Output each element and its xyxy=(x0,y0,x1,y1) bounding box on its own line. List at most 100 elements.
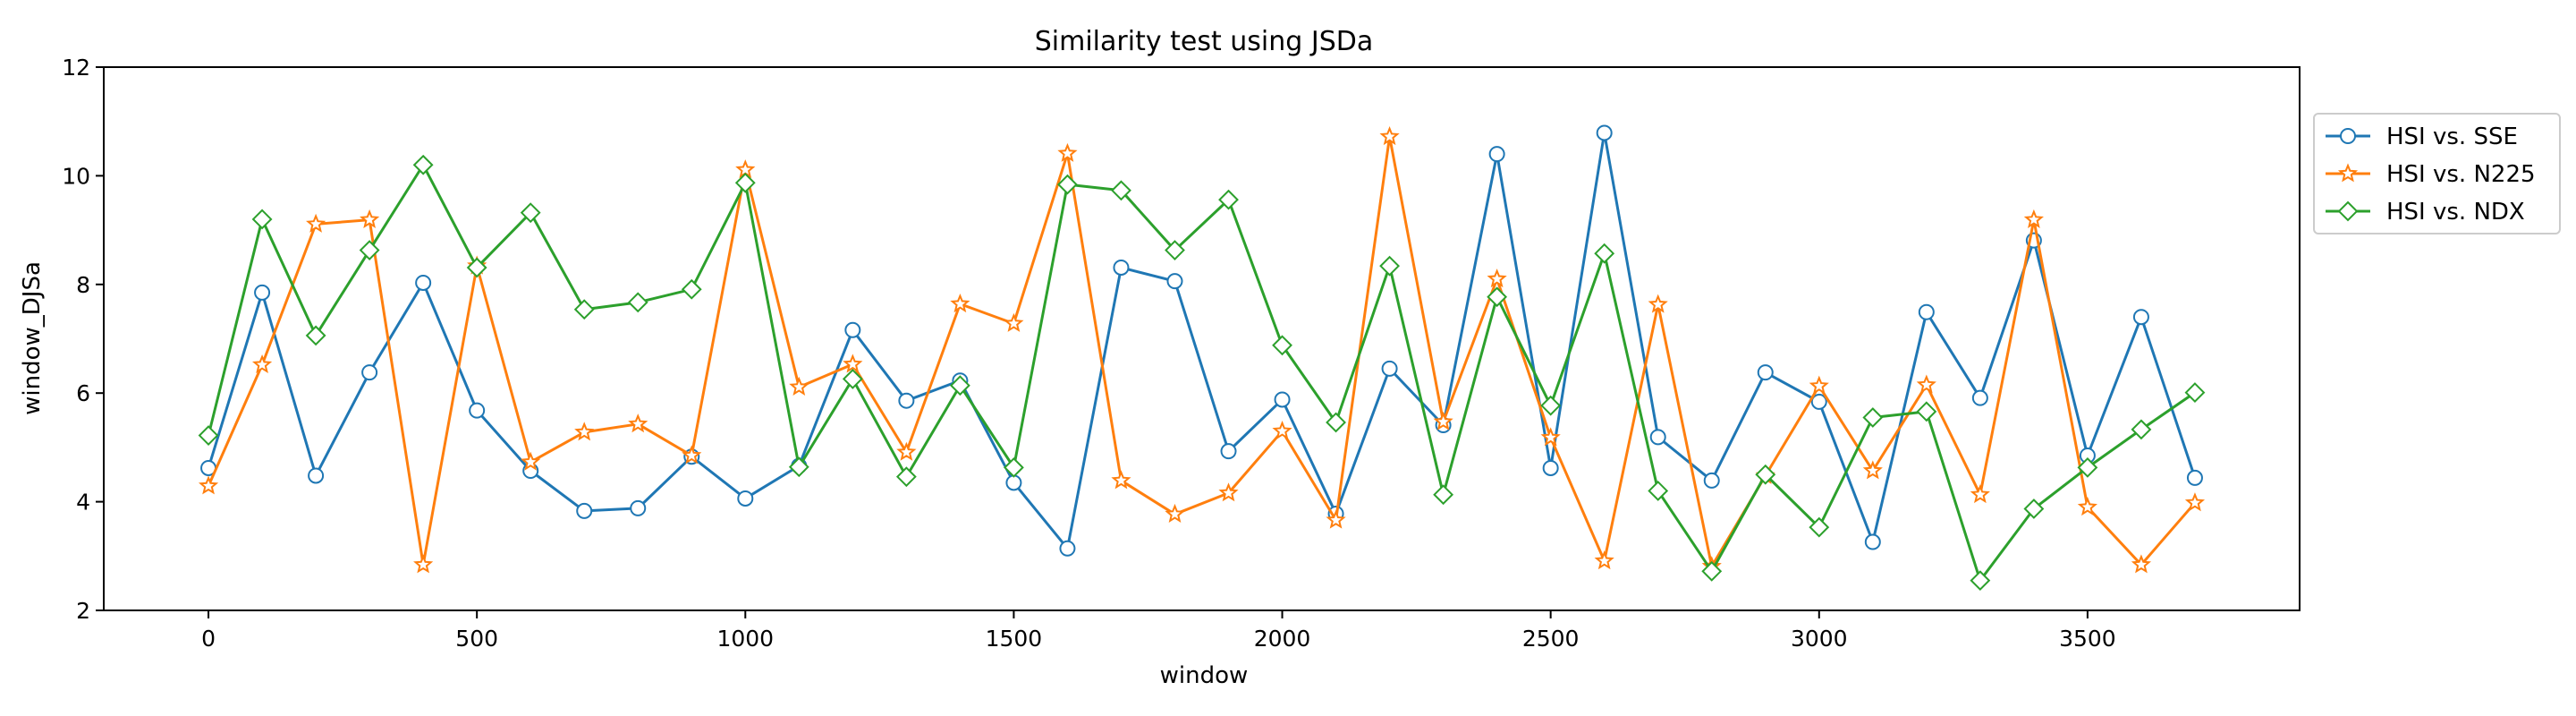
y-tick-label: 8 xyxy=(76,272,90,298)
data-point xyxy=(895,466,917,488)
data-point xyxy=(251,209,273,230)
data-point xyxy=(413,554,434,574)
data-point xyxy=(1862,460,1883,480)
data-point xyxy=(1918,303,1935,320)
data-point xyxy=(1862,407,1884,428)
legend-label: HSI vs. N225 xyxy=(2386,161,2536,188)
series-2 xyxy=(198,126,2206,575)
data-point xyxy=(1542,459,1559,476)
data-point xyxy=(305,325,326,346)
x-tick-label: 0 xyxy=(201,626,216,652)
data-point xyxy=(2131,419,2152,440)
data-point xyxy=(1379,255,1400,277)
data-point xyxy=(1111,470,1131,490)
y-tick-label: 10 xyxy=(62,163,90,189)
x-axis: 0 500 1000 1500 2000 2500 3000 3500 xyxy=(201,610,2116,652)
data-point xyxy=(1757,364,1774,381)
x-tick-label: 2000 xyxy=(1254,626,1311,652)
x-tick-label: 1500 xyxy=(986,626,1043,652)
data-point xyxy=(466,257,487,278)
data-point xyxy=(1220,443,1237,460)
data-point xyxy=(1165,503,1185,523)
data-point xyxy=(1487,286,1508,308)
x-tick-label: 2500 xyxy=(1522,626,1580,652)
data-point xyxy=(1864,533,1881,550)
data-point xyxy=(359,240,380,260)
data-point xyxy=(734,172,756,193)
data-point xyxy=(1004,312,1024,332)
data-point xyxy=(844,321,861,338)
plot-frame xyxy=(103,66,2301,611)
x-tick-label: 500 xyxy=(455,626,498,652)
y-axis: 2 4 6 8 10 12 xyxy=(62,55,104,624)
data-point xyxy=(1809,375,1829,395)
data-point xyxy=(788,456,809,478)
series-line xyxy=(207,135,2197,568)
data-point xyxy=(2023,209,2044,228)
data-point xyxy=(1809,516,1830,538)
y-tick-label: 12 xyxy=(62,55,90,81)
data-point xyxy=(627,292,648,313)
data-point xyxy=(1057,174,1078,195)
x-axis-label: window xyxy=(1160,662,1249,689)
data-point xyxy=(1916,374,1936,394)
plot-area xyxy=(198,124,2206,592)
series-line xyxy=(207,163,2196,583)
data-point xyxy=(1970,570,1991,592)
data-point xyxy=(2184,382,2206,404)
data-point xyxy=(308,467,325,484)
data-point xyxy=(576,502,593,519)
data-point xyxy=(1594,243,1615,264)
data-point xyxy=(574,422,595,441)
data-point xyxy=(1381,360,1398,377)
data-point xyxy=(2184,492,2206,512)
data-point xyxy=(682,445,702,465)
data-point xyxy=(1218,482,1239,502)
data-point xyxy=(1326,412,1346,433)
data-point xyxy=(1488,146,1505,163)
data-point xyxy=(1540,427,1561,447)
data-point xyxy=(1165,240,1185,260)
data-point xyxy=(2077,497,2097,516)
data-point xyxy=(1649,429,1666,446)
data-point xyxy=(306,213,326,233)
data-point xyxy=(1059,540,1076,557)
data-point xyxy=(1594,550,1614,570)
data-point xyxy=(1433,411,1453,430)
data-point xyxy=(251,354,273,374)
chart-title: Similarity test using JSDa xyxy=(1035,26,1373,57)
data-point xyxy=(198,475,219,495)
data-point xyxy=(950,293,970,313)
data-point xyxy=(1111,180,1131,201)
data-point xyxy=(415,274,432,291)
series-3 xyxy=(198,154,2206,592)
legend-label: HSI vs. NDX xyxy=(2386,199,2525,226)
data-point xyxy=(630,499,647,516)
data-point xyxy=(1810,393,1827,410)
data-point xyxy=(1166,273,1183,290)
legend-box xyxy=(2313,113,2561,234)
data-point xyxy=(681,278,702,300)
data-point xyxy=(843,354,863,373)
data-point xyxy=(2186,469,2203,486)
x-tick-label: 1000 xyxy=(716,626,774,652)
data-point xyxy=(1004,456,1024,478)
data-point xyxy=(469,402,486,419)
data-point xyxy=(1272,335,1292,356)
data-point xyxy=(361,364,378,381)
legend-marker xyxy=(2337,163,2359,183)
data-point xyxy=(1113,259,1130,276)
x-tick-label: 3000 xyxy=(1791,626,1848,652)
data-point xyxy=(628,413,648,433)
data-point xyxy=(1755,464,1776,485)
data-point xyxy=(789,376,809,396)
data-point xyxy=(198,425,219,446)
data-point xyxy=(1379,126,1400,146)
y-tick-label: 6 xyxy=(76,380,90,406)
data-point xyxy=(1971,389,1988,406)
data-point xyxy=(1701,560,1723,582)
series-line xyxy=(207,131,2197,550)
data-point xyxy=(949,375,970,396)
data-point xyxy=(1274,391,1291,408)
data-point xyxy=(2023,499,2045,519)
